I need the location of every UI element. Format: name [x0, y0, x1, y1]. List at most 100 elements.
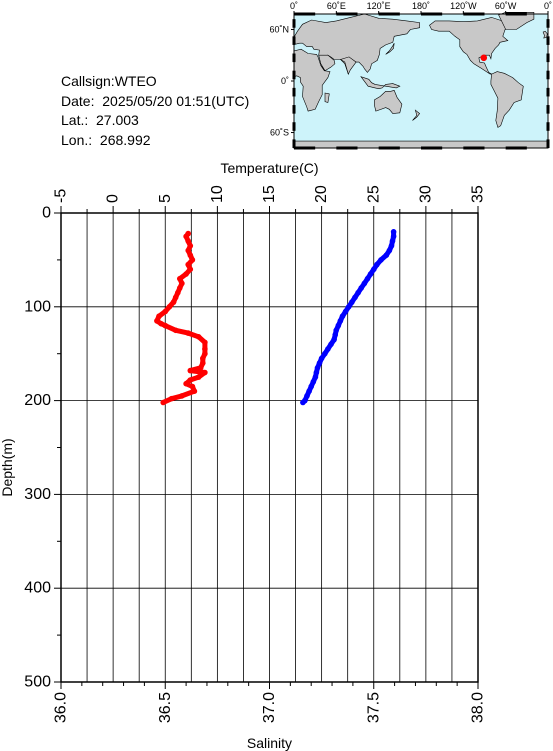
salinity-point	[160, 399, 166, 406]
salinity-point	[202, 339, 208, 346]
salinity-point	[175, 289, 181, 296]
temperature-tick-label: -5	[53, 189, 70, 203]
salinity-point	[195, 334, 202, 340]
temperature-point	[367, 271, 374, 277]
salinity-point	[166, 304, 173, 310]
salinity-point	[195, 374, 202, 380]
map-longitude-label: 60˚W	[495, 1, 517, 11]
salinity-point	[158, 320, 164, 327]
temperature-point	[316, 360, 323, 366]
depth-tick-label: 500	[24, 674, 51, 691]
map-landmass	[324, 92, 330, 103]
salinity-point	[154, 318, 160, 324]
temperature-point	[388, 243, 395, 249]
temperature-point	[331, 336, 337, 343]
map-landmass	[429, 17, 509, 75]
salinity-point	[187, 243, 194, 249]
temperature-tick-label: 20	[313, 185, 330, 203]
temperature-point	[390, 229, 397, 235]
salinity-tick-label: 38.0	[470, 692, 487, 723]
salinity-point	[185, 330, 191, 336]
salinity-point	[191, 388, 198, 395]
salinity-point	[185, 247, 191, 254]
world-map: 0˚ 60˚E 120˚E 180˚ 120˚W 60˚W 0˚ 60˚N 0˚ 60˚S	[269, 1, 552, 150]
station-info: Callsign:WTEO Date: 2025/05/20 01:51(UTC…	[61, 72, 249, 150]
depth-tick-label: 200	[24, 392, 51, 409]
depth-tick-label: 0	[42, 205, 51, 222]
map-latitude-label: 60˚N	[269, 24, 289, 34]
temperature-point	[304, 393, 310, 399]
map-landmass	[293, 48, 331, 112]
callsign-text: Callsign:WTEO	[61, 73, 157, 89]
temperature-point	[389, 238, 396, 244]
temperature-point	[306, 388, 312, 395]
salinity-point	[200, 355, 206, 362]
depth-tick-label: 100	[24, 298, 51, 315]
salinity-point	[185, 238, 191, 244]
salinity-point	[172, 327, 179, 334]
salinity-tick-label: 37.5	[365, 692, 382, 723]
temperature-point	[318, 355, 325, 362]
temperature-tick-label: 25	[365, 185, 382, 203]
salinity-point	[177, 275, 183, 282]
salinity-point	[187, 266, 194, 273]
salinity-point	[187, 252, 194, 258]
salinity-point	[168, 395, 175, 402]
map-landmass	[385, 43, 395, 55]
temperature-point	[333, 327, 340, 334]
salinity-point	[162, 322, 169, 329]
temperature-axis-label: Temperature(C)	[220, 160, 318, 176]
temperature-point	[300, 399, 306, 406]
depth-axis-label: Depth(m)	[0, 438, 15, 496]
temperature-point	[352, 294, 358, 301]
salinity-point	[202, 346, 208, 352]
salinity-point	[187, 367, 194, 374]
salinity-point	[189, 257, 196, 263]
temperature-tick-label: 5	[157, 194, 174, 203]
temperature-point	[378, 257, 384, 263]
salinity-point	[189, 383, 196, 390]
temperature-point	[313, 369, 320, 376]
map-longitude-label: 120˚E	[367, 1, 391, 11]
depth-tick-label: 300	[24, 486, 51, 503]
temperature-point	[314, 365, 321, 371]
temperature-point	[364, 275, 371, 282]
salinity-point	[197, 365, 204, 371]
map-land	[293, 12, 549, 149]
salinity-axis-label: Salinity	[247, 735, 292, 751]
salinity-tick-label: 36.0	[53, 692, 70, 723]
temperature-point	[355, 289, 361, 296]
temperature-point	[371, 266, 377, 273]
map-latitude-label: 0˚	[281, 76, 289, 86]
salinity-point	[179, 393, 185, 399]
salinity-point	[172, 294, 179, 301]
salinity-point	[179, 280, 185, 287]
latitude-text: Lat.: 27.003	[61, 112, 139, 128]
temperature-point	[337, 318, 344, 324]
temperature-point	[332, 332, 339, 338]
map-landmass	[374, 90, 403, 114]
salinity-point	[162, 308, 169, 315]
temperature-point	[374, 261, 380, 268]
temperature-tick-label: 10	[209, 185, 226, 203]
salinity-point	[183, 380, 189, 387]
temperature-point	[310, 379, 317, 385]
temperature-tick-label: 30	[417, 185, 434, 203]
temperature-point	[325, 346, 331, 352]
map-longitude-label: 0˚	[544, 1, 552, 11]
salinity-point	[177, 285, 183, 291]
temperature-point	[322, 350, 328, 357]
map-landmass	[490, 71, 524, 128]
map-landmass	[360, 76, 401, 90]
salinity-point	[185, 261, 191, 268]
salinity-point	[202, 369, 208, 376]
temperature-point	[386, 247, 393, 254]
salinity-point	[187, 377, 194, 383]
temperature-point	[308, 383, 315, 390]
salinity-point	[156, 313, 162, 320]
temperature-point	[328, 341, 334, 348]
temperature-point	[349, 299, 355, 305]
temperature-point	[342, 308, 349, 315]
station-marker	[480, 54, 488, 62]
map-latitude-label: 60˚S	[270, 128, 289, 138]
